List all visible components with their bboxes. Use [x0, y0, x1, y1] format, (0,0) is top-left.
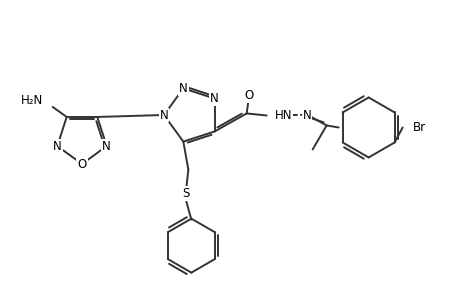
Text: N: N [179, 82, 187, 95]
Text: HN: HN [274, 109, 291, 122]
Text: N: N [302, 109, 311, 122]
Text: H₂N: H₂N [20, 94, 43, 107]
Text: Br: Br [412, 121, 425, 134]
Text: O: O [77, 158, 86, 170]
Text: O: O [243, 89, 253, 102]
Text: N: N [210, 92, 218, 105]
Text: S: S [182, 187, 190, 200]
Text: N: N [53, 140, 62, 152]
Text: N: N [159, 109, 168, 122]
Text: N: N [102, 140, 111, 152]
